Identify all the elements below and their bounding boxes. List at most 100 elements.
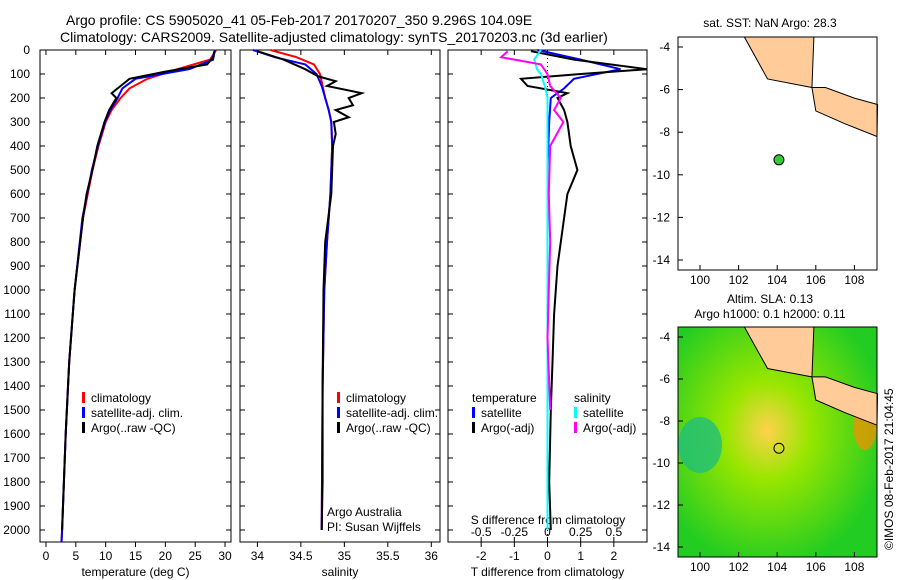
copyright-text: ©IMOS 08-Feb-2017 21:04:45 (882, 388, 896, 550)
x-tick-label: 0 (43, 549, 50, 563)
x-tick-label: 35.5 (376, 549, 400, 563)
legend-swatch (337, 407, 340, 418)
plot-frame-1 (239, 49, 441, 543)
series-satellite-adj-clim- (60, 49, 216, 543)
x-tick-label: 2 (610, 549, 617, 563)
y-tick-label: 1700 (3, 451, 30, 465)
map-x-label: 106 (806, 560, 826, 574)
legend-label: satellite (583, 406, 624, 420)
x-tick-label: 36 (425, 549, 439, 563)
legend-swatch (472, 407, 475, 418)
map-y-label: -6 (659, 372, 670, 386)
title-line-2: Climatology: CARS2009. Satellite-adjuste… (60, 29, 608, 45)
map-y-label: -12 (653, 210, 671, 224)
series-climatology (60, 49, 217, 543)
x-axis-label: salinity (322, 565, 359, 579)
legend-swatch (82, 407, 85, 418)
map-y-label: -14 (653, 540, 671, 554)
legend-label: Argo(..raw -QC) (346, 421, 431, 435)
float-position-marker (773, 442, 785, 454)
title-line-1: Argo profile: CS 5905020_41 05-Feb-2017 … (66, 12, 533, 28)
map-y-label: -12 (653, 498, 671, 512)
x-tick-label: 20 (159, 549, 173, 563)
x-tick-label: 5 (72, 549, 79, 563)
legend-label: temperature (472, 391, 537, 405)
map-x-label: 108 (844, 273, 864, 287)
map1-title: sat. SST: NaN Argo: 28.3 (703, 16, 837, 30)
y-tick-label: 1500 (3, 403, 30, 417)
series-argo (61, 51, 216, 531)
x-tick-label: 0 (544, 549, 551, 563)
map-x-label: 100 (690, 560, 710, 574)
y-tick-label: 1100 (4, 307, 30, 321)
x2-tick-label: 0.5 (605, 525, 622, 539)
y-tick-label: 1400 (3, 379, 30, 393)
y-tick-label: 800 (10, 235, 30, 249)
x-tick-label: 30 (218, 549, 232, 563)
x2-tick-label: 0 (544, 525, 551, 539)
legend-label: Argo(..raw -QC) (91, 421, 176, 435)
map-y-label: -8 (659, 414, 670, 428)
x-tick-label: 1 (577, 549, 584, 563)
series-s-satellite (533, 49, 549, 530)
map-x-label: 102 (729, 273, 749, 287)
x2-tick-label: 0.25 (569, 525, 593, 539)
map-y-label: -8 (659, 125, 670, 139)
legend-label: satellite-adj. clim. (346, 406, 438, 420)
legend-swatch (337, 392, 340, 403)
legend-swatch (337, 422, 340, 433)
y-tick-label: 700 (10, 211, 30, 225)
map-x-label: 102 (729, 560, 749, 574)
y-tick-label: 0 (23, 43, 30, 57)
legend-label: Argo(-adj) (481, 421, 534, 435)
annotation: PI: Susan Wijffels (327, 520, 421, 534)
legend-label: satellite (481, 406, 522, 420)
map-y-label: -10 (653, 456, 671, 470)
legend-swatch (574, 422, 577, 433)
map-x-label: 100 (690, 273, 710, 287)
x2-tick-label: -0.25 (501, 525, 529, 539)
legend-label: satellite-adj. clim. (91, 406, 183, 420)
y-tick-label: 500 (10, 163, 30, 177)
map-x-label: 104 (767, 273, 787, 287)
legend-swatch (472, 422, 475, 433)
map-y-label: -14 (653, 253, 671, 267)
x-tick-label: 35 (338, 549, 352, 563)
series-s-argo (498, 50, 565, 411)
legend-swatch (82, 422, 85, 433)
land-java (811, 86, 879, 138)
y-tick-label: 1300 (3, 355, 30, 369)
sla-low (678, 417, 722, 473)
series-satellite-adj-clim- (252, 49, 334, 531)
map2-title-1: Altim. SLA: 0.13 (727, 292, 813, 306)
legend-swatch (82, 392, 85, 403)
map-y-label: -4 (659, 330, 670, 344)
annotation: Argo Australia (327, 505, 402, 519)
y-tick-label: 1000 (3, 283, 30, 297)
y-tick-label: 1800 (3, 475, 30, 489)
y-tick-label: 600 (10, 187, 30, 201)
map-y-label: -4 (659, 40, 670, 54)
y-tick-label: 200 (10, 91, 30, 105)
y-tick-label: 1600 (3, 427, 30, 441)
x-tick-label: 34 (251, 549, 265, 563)
x-tick-label: -1 (509, 549, 520, 563)
x-tick-label: 15 (129, 549, 143, 563)
legend-label: salinity (574, 391, 611, 405)
x-tick-label: 34.5 (289, 549, 313, 563)
map-x-label: 106 (806, 273, 826, 287)
y-tick-label: 2000 (3, 523, 30, 537)
x-axis-label: T difference from climatology (471, 565, 625, 579)
map-x-label: 104 (767, 560, 787, 574)
y-tick-label: 400 (10, 139, 30, 153)
x-tick-label: 10 (99, 549, 113, 563)
series-argo (257, 50, 366, 531)
x-tick-label: 25 (189, 549, 203, 563)
map-y-label: -6 (659, 83, 670, 97)
y-tick-label: 1200 (3, 331, 30, 345)
map2-title-2: Argo h1000: 0.1 h2000: 0.11 (694, 307, 846, 321)
legend-label: climatology (346, 391, 406, 405)
land-sumatra (743, 36, 815, 89)
